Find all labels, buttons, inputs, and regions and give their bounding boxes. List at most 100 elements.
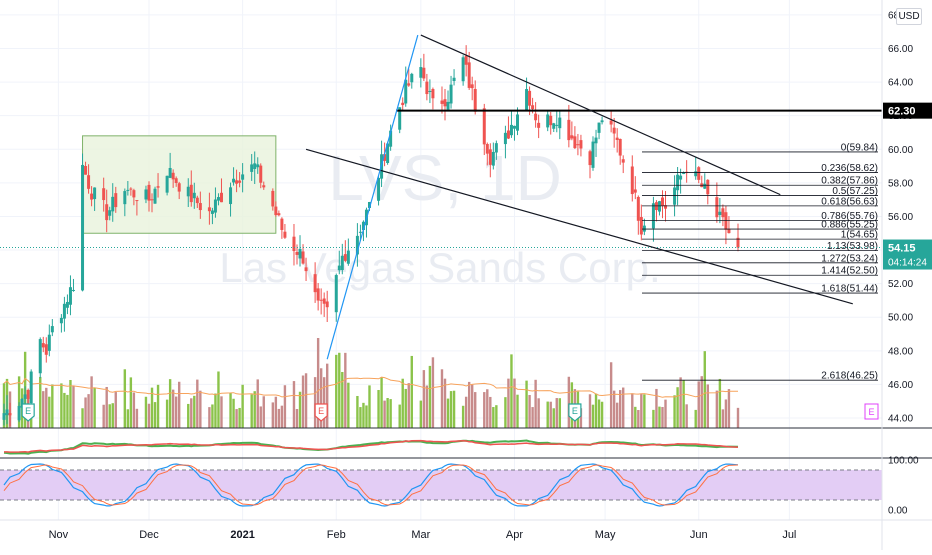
volume-bar: [546, 401, 549, 428]
volume-bar: [298, 391, 302, 428]
volume-bar: [301, 375, 305, 428]
volume-bar: [319, 368, 323, 428]
candle-body: [65, 301, 69, 308]
volume-bar: [171, 389, 175, 428]
volume-bar: [658, 406, 661, 428]
volume-bar: [250, 394, 253, 428]
volume-bar: [661, 406, 664, 428]
candle-body: [87, 175, 91, 189]
volume-bar: [655, 388, 658, 428]
candle-body: [123, 191, 127, 205]
volume-bar: [634, 406, 637, 428]
candle-body: [174, 178, 178, 183]
volume-bar: [129, 377, 133, 428]
time-tick-label: Feb: [327, 529, 346, 541]
candle-body: [428, 90, 432, 92]
volume-bar: [102, 404, 105, 428]
axes: 44.0046.0048.0050.0052.0054.0056.0058.00…: [49, 0, 932, 550]
candle-body: [467, 62, 471, 88]
candle-body: [576, 144, 580, 146]
candle-body: [319, 299, 323, 301]
candle-body: [325, 301, 329, 308]
volume-bar: [389, 399, 392, 428]
candle-body: [509, 124, 513, 136]
volume-bar: [383, 400, 386, 428]
volume-bar: [359, 407, 362, 428]
volume-bar: [528, 394, 531, 428]
candle-body: [679, 175, 683, 180]
time-tick-label: Dec: [139, 529, 159, 541]
candle-body: [676, 174, 680, 191]
price-tick-label: 64.00: [888, 78, 913, 89]
candle-body: [383, 154, 387, 161]
candle-body: [657, 201, 661, 212]
candle-body: [322, 298, 326, 304]
time-tick-label: 2021: [230, 529, 254, 541]
volume-bar: [386, 398, 389, 428]
current-price-tag: [883, 239, 932, 270]
candle-body: [515, 114, 519, 131]
volume-ma-line: [3, 376, 739, 398]
volume-bar: [214, 393, 217, 428]
volume-bar: [685, 404, 688, 428]
volume-bar: [322, 377, 326, 428]
fib-label: 0.5(57.25): [832, 186, 878, 197]
candle-body: [425, 81, 429, 95]
bar-countdown-label: 04:14:24: [888, 258, 927, 269]
candle-body: [316, 288, 320, 301]
volume-bar: [401, 378, 404, 428]
volume-bar: [341, 372, 344, 428]
volume-bar: [489, 396, 492, 428]
watermark-ticker: LVS, 1D: [328, 142, 562, 214]
volume-bar: [150, 387, 154, 428]
volume-bar: [419, 400, 423, 428]
candle-body: [313, 274, 317, 293]
trendline-lower-channel: [305, 148, 853, 305]
candlesticks: [2, 45, 740, 427]
volume-bar: [492, 407, 495, 428]
volume-bar: [316, 338, 320, 428]
candle-body: [59, 317, 63, 324]
volume-bar: [594, 393, 598, 428]
volume-bar: [407, 383, 410, 428]
candle-body: [552, 123, 556, 129]
oscillator-tick-label: 0.00: [888, 506, 908, 517]
candle-body: [292, 236, 296, 252]
volume-bar: [510, 354, 513, 428]
volume-bar: [597, 399, 601, 428]
volume-bar: [114, 392, 117, 428]
candle-body: [431, 89, 435, 99]
candle-body: [642, 225, 646, 232]
volume-bar: [422, 370, 426, 428]
time-tick-label: Nov: [49, 529, 69, 541]
currency-label[interactable]: USD: [896, 8, 922, 25]
candle-body: [229, 187, 233, 205]
upcoming-earnings-label: E: [868, 407, 874, 417]
candle-body: [389, 130, 393, 147]
candle-body: [579, 140, 583, 149]
candle-body: [340, 255, 344, 271]
candle-body: [531, 105, 535, 110]
volume-bar: [694, 409, 697, 428]
candle-body: [618, 138, 622, 156]
candle-body: [485, 144, 489, 154]
candle-body: [525, 89, 529, 110]
candle-body: [377, 177, 381, 201]
volume-bar: [615, 402, 619, 428]
volume-bar: [208, 407, 211, 428]
price-tick-label: 60.00: [888, 145, 913, 156]
candle-body: [612, 127, 616, 134]
candle-body: [108, 210, 112, 216]
earnings-marker: [21, 403, 35, 422]
volume-bar: [631, 393, 634, 428]
earnings-marker-label: E: [572, 406, 578, 416]
volume-bar: [461, 405, 465, 428]
volume-bar: [217, 371, 220, 428]
candle-body: [20, 398, 24, 408]
candle-body: [615, 137, 619, 140]
candle-body: [440, 100, 444, 104]
volume-bar: [637, 409, 640, 428]
candle-body: [232, 178, 236, 183]
candle-body: [660, 197, 664, 206]
